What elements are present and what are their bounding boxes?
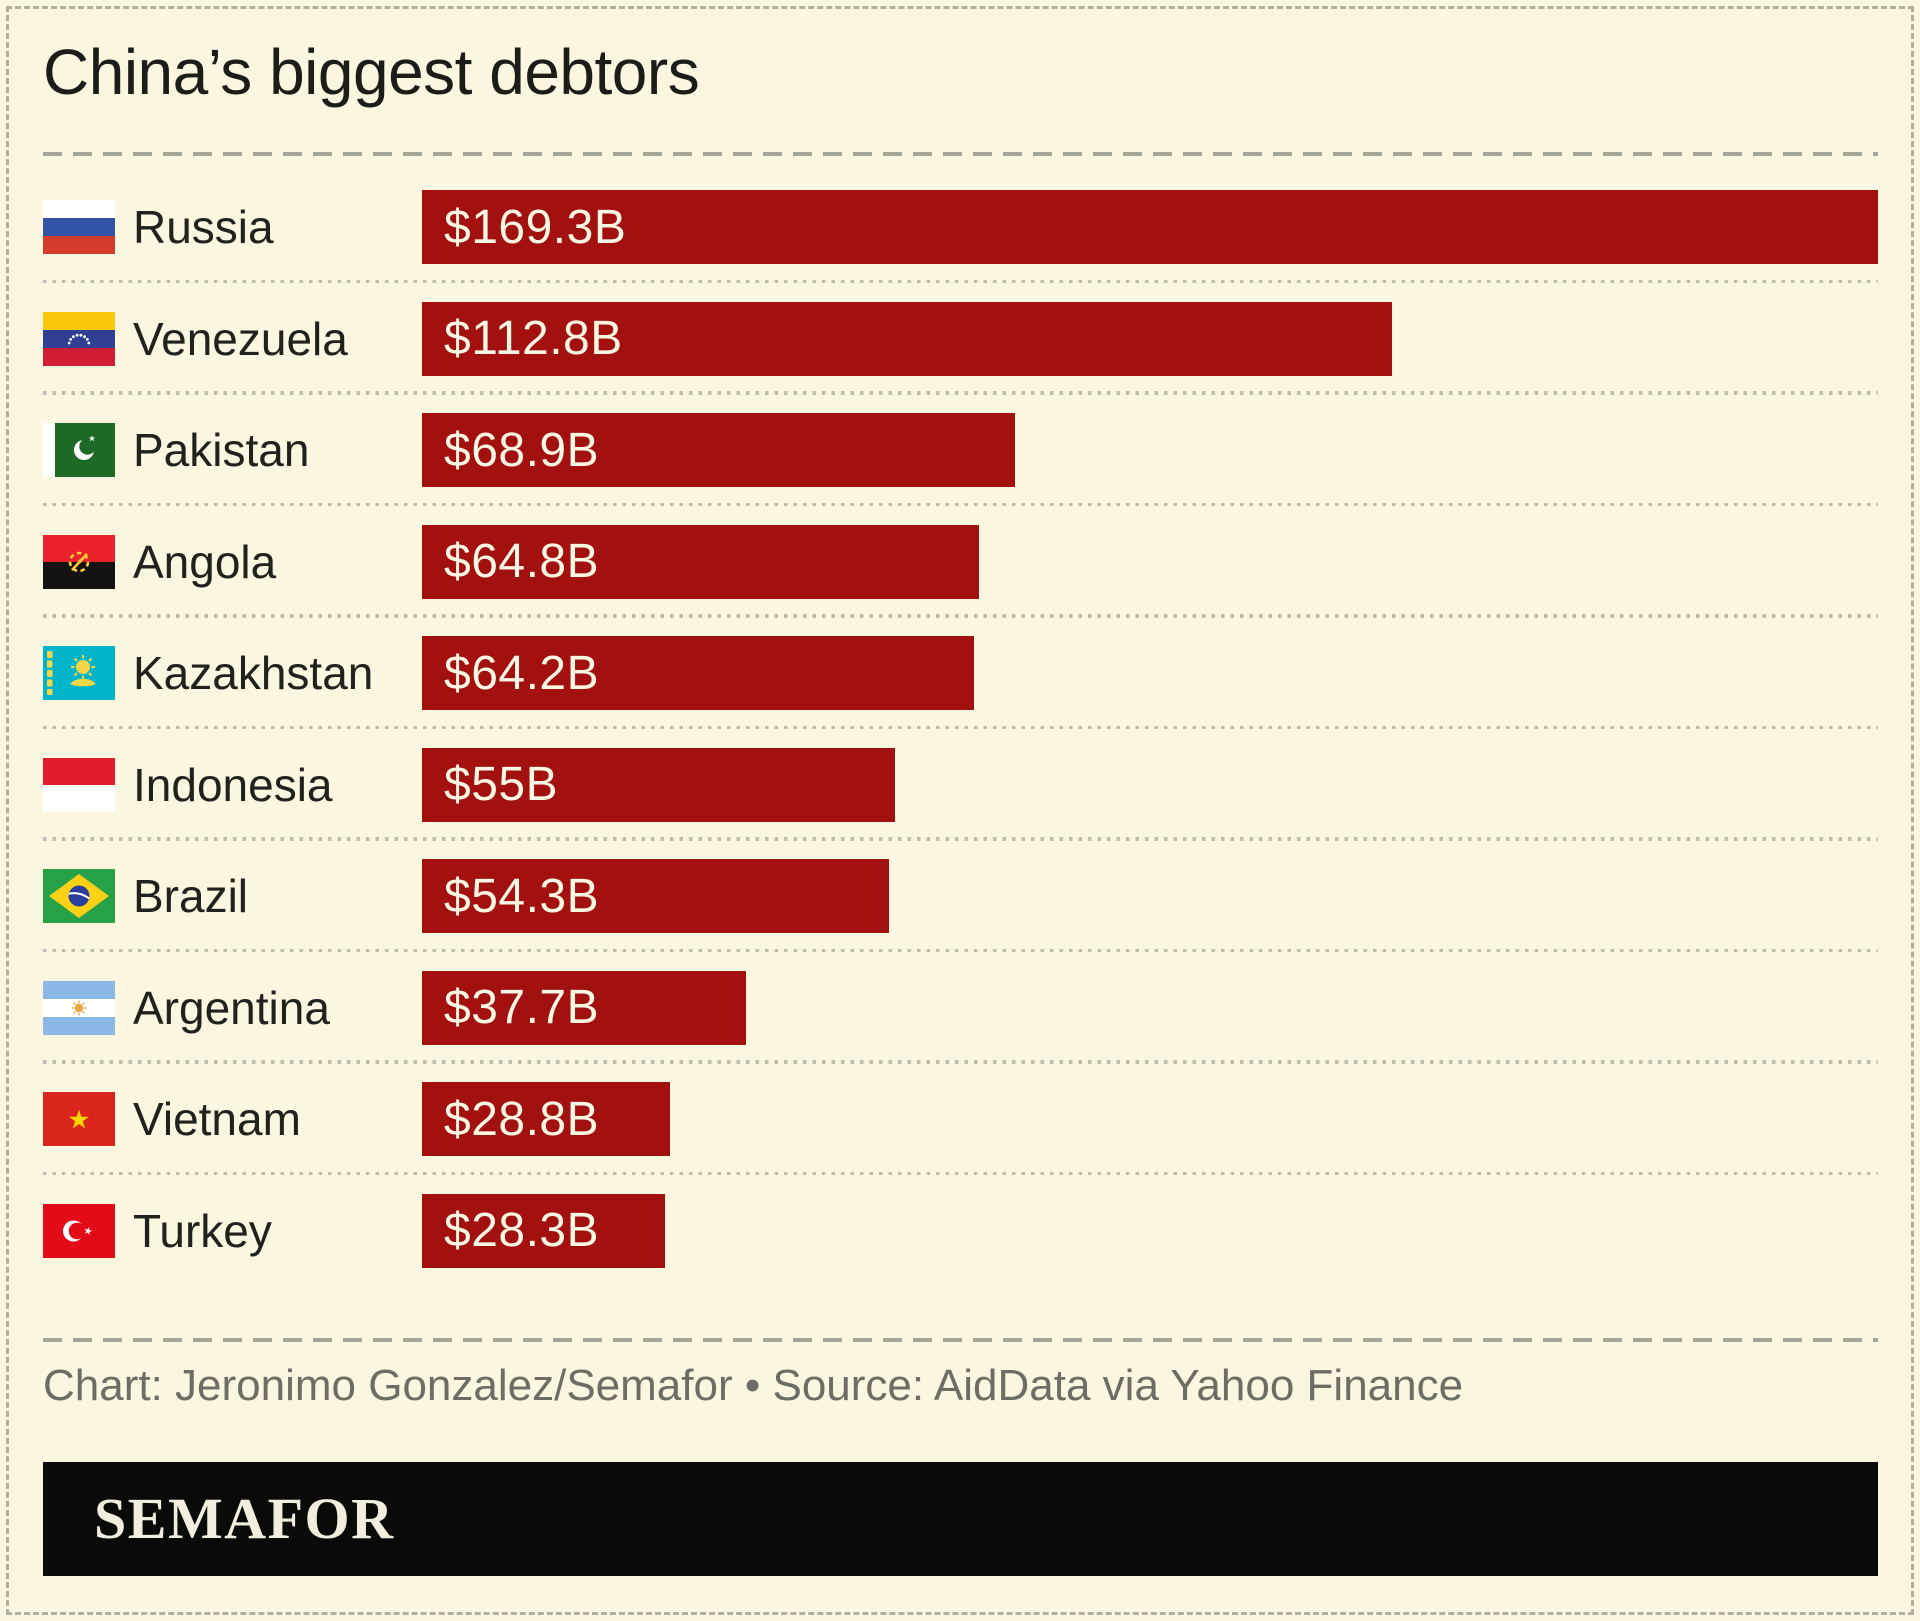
turkey-bar: $28.3B <box>422 1193 666 1268</box>
bar-track: $54.3B <box>422 859 1878 934</box>
venezuela-bar: $112.8B <box>422 301 1393 376</box>
argentina-bar: $37.7B <box>422 970 747 1045</box>
debtor-row-angola: Angola $64.8B <box>43 506 1878 618</box>
flag-turkey-icon <box>43 1203 115 1258</box>
brazil-bar: $54.3B <box>422 859 889 934</box>
kazakhstan-bar: $64.2B <box>422 636 975 711</box>
flag-venezuela-icon <box>43 311 115 366</box>
bar-value-label: $112.8B <box>444 312 623 366</box>
debtor-row-russia: Russia $169.3B <box>43 172 1878 284</box>
debtor-row-indonesia: Indonesia $55B <box>43 729 1878 841</box>
debtor-row-brazil: Brazil $54.3B <box>43 841 1878 953</box>
flag-pakistan-icon <box>43 423 115 478</box>
country-label: Turkey <box>133 1204 272 1257</box>
bar-track: $37.7B <box>422 970 1878 1045</box>
country-label: Angola <box>133 535 277 588</box>
flag-argentina-icon <box>43 980 115 1035</box>
bar-track: $112.8B <box>422 301 1878 376</box>
flag-kazakhstan-icon <box>43 646 115 701</box>
semafor-logo-bar: SEMAFOR <box>43 1461 1878 1576</box>
country-label: Russia <box>133 201 274 254</box>
debtor-row-pakistan: Pakistan $68.9B <box>43 395 1878 507</box>
debtor-row-turkey: Turkey $28.3B <box>43 1175 1878 1287</box>
bar-value-label: $28.8B <box>444 1092 600 1146</box>
debtor-row-vietnam: Vietnam $28.8B <box>43 1064 1878 1176</box>
country-label: Argentina <box>133 981 330 1034</box>
debtor-row-kazakhstan: Kazakhstan $64.2B <box>43 618 1878 730</box>
top-separator <box>43 151 1878 156</box>
country-label: Indonesia <box>133 758 333 811</box>
bar-value-label: $169.3B <box>444 200 627 254</box>
bar-track: $28.8B <box>422 1082 1878 1157</box>
bottom-separator <box>43 1337 1878 1342</box>
bar-track: $169.3B <box>422 190 1878 265</box>
debtor-row-venezuela: Venezuela $112.8B <box>43 283 1878 395</box>
pakistan-bar: $68.9B <box>422 413 1015 488</box>
country-label: Pakistan <box>133 424 310 477</box>
flag-russia-icon <box>43 200 115 255</box>
indonesia-bar: $55B <box>422 747 895 822</box>
bar-value-label: $64.8B <box>444 535 600 589</box>
bar-value-label: $68.9B <box>444 423 600 477</box>
angola-bar: $64.8B <box>422 524 980 599</box>
flag-brazil-icon <box>43 869 115 924</box>
country-label: Kazakhstan <box>133 647 374 700</box>
bar-value-label: $54.3B <box>444 869 600 923</box>
bar-track: $28.3B <box>422 1193 1878 1268</box>
russia-bar: $169.3B <box>422 190 1878 265</box>
flag-vietnam-icon <box>43 1092 115 1147</box>
flag-angola-icon <box>43 534 115 589</box>
bar-track: $68.9B <box>422 413 1878 488</box>
bar-value-label: $37.7B <box>444 981 600 1035</box>
bar-chart: Russia $169.3B Venezuela $112.8B <box>43 156 1878 1287</box>
chart-credit: Chart: Jeronimo Gonzalez/Semafor • Sourc… <box>43 1360 1464 1410</box>
page-title: China’s biggest debtors <box>43 36 700 108</box>
flag-indonesia-icon <box>43 757 115 812</box>
vietnam-bar: $28.8B <box>422 1082 670 1157</box>
debtor-row-argentina: Argentina $37.7B <box>43 952 1878 1064</box>
bar-value-label: $28.3B <box>444 1204 600 1258</box>
bar-track: $55B <box>422 747 1878 822</box>
semafor-logo: SEMAFOR <box>94 1486 395 1552</box>
bar-track: $64.8B <box>422 524 1878 599</box>
country-label: Brazil <box>133 870 249 923</box>
bar-track: $64.2B <box>422 636 1878 711</box>
country-label: Venezuela <box>133 312 348 365</box>
country-label: Vietnam <box>133 1093 301 1146</box>
bar-value-label: $64.2B <box>444 646 600 700</box>
bar-value-label: $55B <box>444 758 559 812</box>
